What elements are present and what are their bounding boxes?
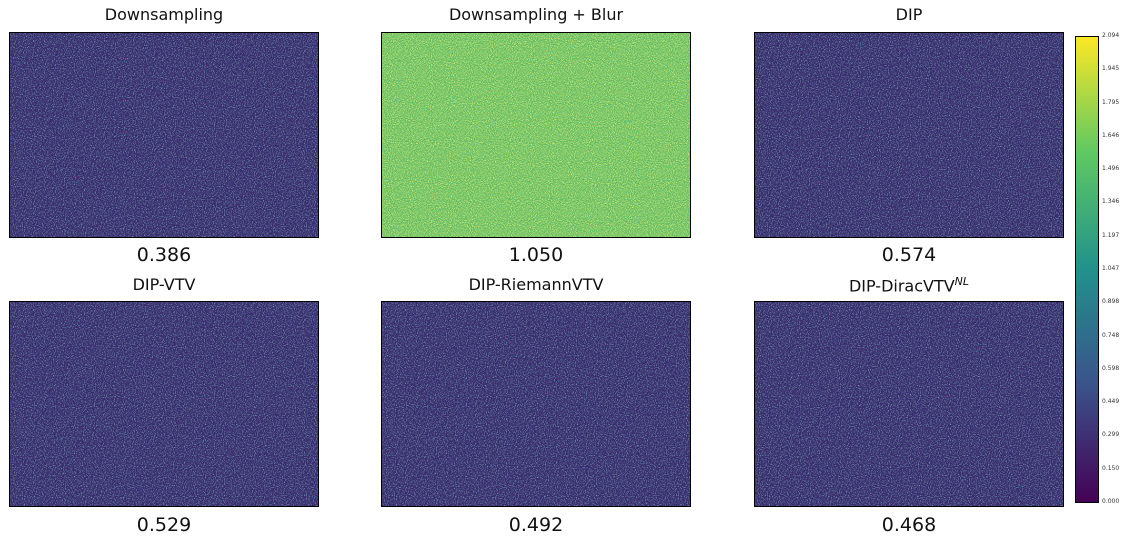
colorbar-tick-label: 0.449 bbox=[1102, 398, 1120, 406]
panel-score: 0.492 bbox=[508, 514, 564, 536]
title-text: DIP-VTV bbox=[132, 275, 196, 294]
error-map bbox=[381, 301, 691, 507]
title-superscript: NL bbox=[954, 275, 970, 288]
colorbar-tick-label: 0.748 bbox=[1102, 331, 1120, 339]
panel-score: 0.386 bbox=[136, 244, 192, 266]
panel-title: Downsampling bbox=[9, 5, 319, 24]
colorbar-tick-label: 0.598 bbox=[1102, 364, 1120, 372]
colorbar-tick-label: 1.646 bbox=[1102, 131, 1120, 139]
panel-score: 0.468 bbox=[881, 514, 937, 536]
colorbar bbox=[1075, 36, 1099, 503]
colorbar-tick-label: 2.094 bbox=[1102, 32, 1120, 39]
title-text: DIP-DiracVTV bbox=[848, 276, 955, 296]
error-map-image bbox=[382, 302, 690, 506]
panel-score: 0.529 bbox=[136, 514, 192, 536]
colorbar-tick-label: 0.150 bbox=[1102, 464, 1120, 472]
colorbar-tick-label: 0.898 bbox=[1102, 298, 1120, 306]
error-map bbox=[9, 32, 319, 238]
colorbar-tick-label: 0.299 bbox=[1102, 431, 1120, 439]
colorbar-tick-label: 0.000 bbox=[1102, 498, 1120, 505]
error-map-image bbox=[755, 302, 1063, 506]
error-map-image bbox=[10, 302, 318, 506]
panel-score: 1.050 bbox=[508, 244, 564, 266]
panel-title: DIP-RiemannVTV bbox=[381, 275, 691, 294]
colorbar-tick-label: 1.945 bbox=[1102, 65, 1120, 73]
error-map bbox=[754, 32, 1064, 238]
panel-title: DIP bbox=[754, 5, 1064, 24]
error-map bbox=[9, 301, 319, 507]
error-map-image bbox=[382, 33, 690, 237]
error-map-image bbox=[10, 33, 318, 237]
title-text: DIP-RiemannVTV bbox=[468, 275, 604, 294]
colorbar-tick-label: 1.047 bbox=[1102, 265, 1120, 272]
panel-title: DIP-VTV bbox=[9, 275, 319, 294]
panel-title: DIP-DiracVTVNL bbox=[754, 275, 1064, 295]
title-text: DIP bbox=[895, 5, 923, 24]
error-map bbox=[381, 32, 691, 238]
panel-score: 0.574 bbox=[881, 244, 937, 266]
colorbar-tick-label: 1.496 bbox=[1102, 165, 1120, 173]
panel-title: Downsampling + Blur bbox=[381, 5, 691, 24]
colorbar-tick-label: 1.795 bbox=[1102, 98, 1120, 106]
error-map bbox=[754, 301, 1064, 507]
colorbar-gradient bbox=[1075, 36, 1099, 503]
title-text: Downsampling + Blur bbox=[448, 5, 624, 24]
error-map-image bbox=[755, 33, 1063, 237]
colorbar-tick-label: 1.346 bbox=[1102, 198, 1120, 206]
colorbar-tick-label: 1.197 bbox=[1102, 231, 1120, 239]
title-text: Downsampling bbox=[104, 5, 224, 24]
